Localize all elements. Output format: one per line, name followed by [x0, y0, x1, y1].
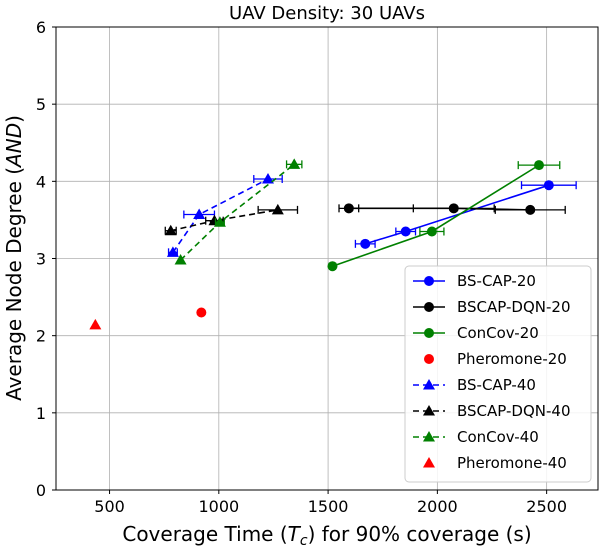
series-line — [172, 178, 269, 253]
series-bscap-dqn-40 — [164, 203, 299, 236]
y-tick-label: 6 — [36, 18, 46, 37]
series-line — [332, 164, 540, 267]
legend: BS-CAP-20 BSCAP-DQN-20 ConCov-20 Pheromone-… — [404, 265, 592, 483]
data-point — [271, 203, 284, 215]
ticks: 500 1000 1500 2000 2500 0 1 2 3 4 5 6 — [36, 18, 567, 516]
series-pheromone-40 — [89, 318, 102, 330]
series-layer — [89, 158, 577, 330]
data-point — [400, 226, 411, 237]
y-axis-label: Average Node Degree (AND) — [2, 115, 26, 401]
x-tick-label: 1500 — [308, 497, 349, 516]
x-axis-label: Coverage Time (Tc) for 90% coverage (s) — [122, 522, 531, 546]
series-bscap-dqn-20 — [338, 203, 566, 215]
data-point — [360, 238, 371, 249]
legend-label: BSCAP-DQN-40 — [457, 402, 571, 420]
data-point — [327, 261, 338, 272]
legend-marker — [423, 379, 435, 390]
series-bs-cap-40 — [166, 173, 283, 257]
data-point — [193, 208, 206, 220]
y-tick-label: 4 — [36, 172, 46, 191]
legend-label: Pheromone-40 — [457, 454, 567, 472]
data-point — [213, 216, 226, 227]
legend-label: BS-CAP-40 — [457, 376, 536, 394]
data-point — [533, 160, 544, 171]
series-line — [365, 184, 550, 245]
data-point — [89, 318, 102, 330]
data-point — [164, 224, 177, 236]
y-tick-label: 2 — [36, 327, 46, 346]
y-tick-label: 1 — [36, 404, 46, 423]
y-tick-label: 0 — [36, 481, 46, 500]
legend-marker — [423, 431, 435, 442]
legend-marker — [423, 405, 435, 416]
data-point — [288, 158, 301, 169]
x-tick-label: 2000 — [417, 497, 458, 516]
x-tick-label: 500 — [94, 497, 125, 516]
series-bs-cap-20 — [354, 180, 577, 249]
series-concov-40 — [174, 158, 303, 265]
y-tick-label: 5 — [36, 95, 46, 114]
data-point — [261, 173, 274, 184]
data-point — [343, 203, 354, 214]
series-pheromone-20 — [196, 307, 207, 318]
chart-title: UAV Density: 30 UAVs — [229, 3, 425, 24]
data-point — [166, 246, 179, 257]
legend-marker — [424, 354, 434, 364]
data-point — [448, 203, 459, 214]
data-point — [543, 180, 554, 191]
legend-box — [404, 265, 592, 483]
data-point — [426, 226, 437, 237]
y-tick-label: 3 — [36, 250, 46, 269]
legend-marker — [424, 328, 434, 338]
data-point — [174, 254, 187, 265]
legend-marker — [423, 457, 435, 468]
legend-label: ConCov-40 — [457, 428, 539, 446]
legend-marker — [424, 302, 434, 312]
data-point — [196, 307, 207, 318]
x-tick-label: 1000 — [198, 497, 239, 516]
legend-marker — [424, 276, 434, 286]
legend-label: BS-CAP-20 — [457, 272, 536, 290]
legend-label: ConCov-20 — [457, 324, 539, 342]
data-point — [525, 204, 536, 215]
legend-label: Pheromone-20 — [457, 350, 567, 368]
series-concov-20 — [327, 160, 561, 272]
legend-label: BSCAP-DQN-20 — [457, 298, 571, 316]
x-tick-label: 2500 — [526, 497, 567, 516]
